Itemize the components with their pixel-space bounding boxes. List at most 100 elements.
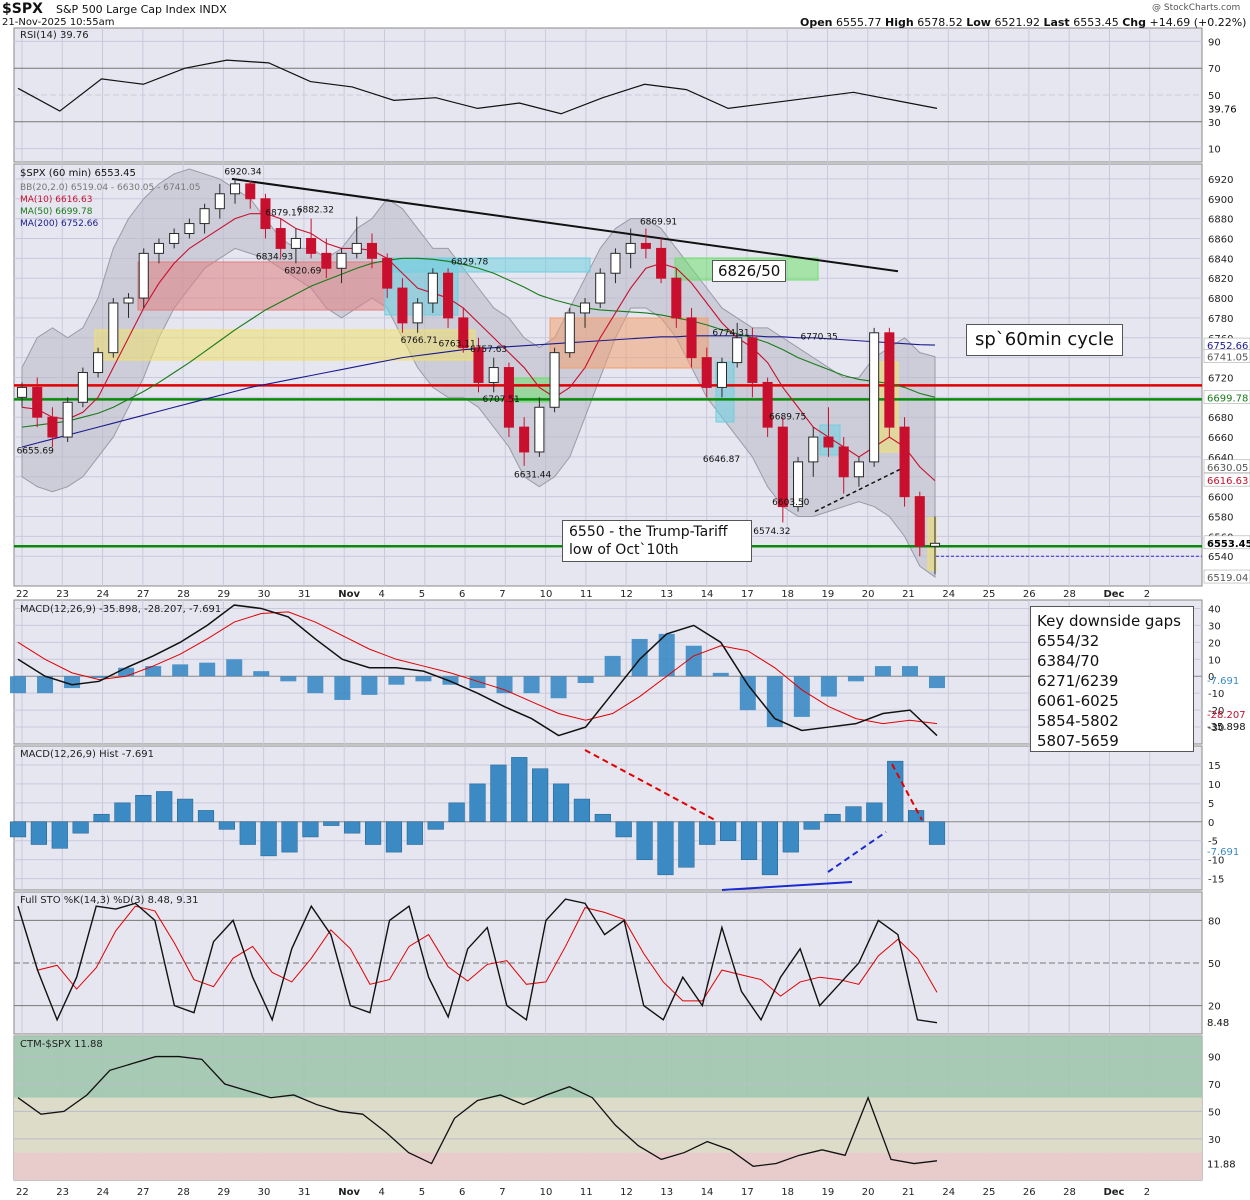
x-tick-label: 23 bbox=[56, 1187, 69, 1198]
rsi-legend: RSI(14) 39.76 bbox=[20, 30, 89, 41]
chart-datetime: 21-Nov-2025 10:55am bbox=[2, 17, 115, 28]
price-legend: MA(50) 6699.78 bbox=[20, 207, 93, 217]
gap-item: 5807-5659 bbox=[1037, 732, 1119, 750]
hist-bar bbox=[928, 821, 946, 845]
candle-body bbox=[427, 272, 438, 304]
hist-bar bbox=[740, 821, 758, 860]
price-tag-label: 6630.05 bbox=[1207, 463, 1248, 474]
x-tick-label: 2 bbox=[1144, 589, 1150, 600]
y-tick-label: 6820 bbox=[1208, 274, 1233, 285]
x-tick-label: 12 bbox=[620, 589, 633, 600]
price-tag-label: 6741.05 bbox=[1207, 353, 1248, 364]
x-tick-label: 22 bbox=[16, 589, 29, 600]
candle-body bbox=[656, 247, 667, 279]
candle-body bbox=[838, 446, 849, 478]
candle-body bbox=[884, 332, 895, 428]
y-tick-label: 6720 bbox=[1208, 373, 1233, 384]
y-tick-label: 90 bbox=[1208, 1053, 1221, 1064]
y-tick-label: 20 bbox=[1208, 638, 1221, 649]
gap-item: 6061-6025 bbox=[1037, 692, 1119, 710]
macd-line bbox=[17, 604, 938, 737]
candle-body bbox=[336, 252, 347, 269]
candle-body bbox=[443, 272, 454, 319]
candle-body bbox=[869, 332, 880, 463]
x-tick-label: 30 bbox=[258, 589, 271, 600]
candle-body bbox=[747, 337, 758, 383]
y-tick-label: 6680 bbox=[1208, 413, 1233, 424]
x-tick-label: 19 bbox=[822, 1187, 835, 1198]
x-tick-label: 12 bbox=[620, 1187, 633, 1198]
hist-bar bbox=[490, 764, 507, 823]
hist-bar bbox=[552, 783, 570, 823]
x-tick-label: 18 bbox=[781, 589, 794, 600]
price-point-label: 6766.71 bbox=[401, 336, 438, 346]
price-tag-label: 6752.66 bbox=[1207, 341, 1248, 352]
rsi-line bbox=[17, 59, 938, 115]
candle-body bbox=[366, 242, 378, 259]
y-tick-label: 6880 bbox=[1208, 215, 1233, 226]
x-tick-label: 26 bbox=[1023, 1187, 1036, 1198]
macd-hist-bar bbox=[415, 676, 432, 682]
candle-body bbox=[564, 312, 575, 354]
y-tick-label: 15 bbox=[1208, 761, 1221, 772]
hist-bar bbox=[511, 757, 528, 823]
candle-body bbox=[108, 302, 119, 354]
hist-bar bbox=[344, 821, 361, 834]
hist-bar bbox=[824, 813, 841, 823]
hist-bar bbox=[51, 821, 68, 849]
macd-value-label: -35.898 bbox=[1207, 722, 1246, 733]
price-point-label: 6879.17 bbox=[265, 208, 302, 218]
sto-d-line bbox=[17, 905, 938, 1002]
hist-bar bbox=[260, 821, 277, 857]
trend-line bbox=[231, 177, 899, 273]
candle-body bbox=[199, 208, 210, 225]
candle-body bbox=[458, 317, 469, 349]
highlight-zone bbox=[137, 261, 386, 311]
price-point-label: 6920.34 bbox=[224, 168, 261, 178]
price-point-label: 6689.75 bbox=[769, 413, 806, 423]
level-label: 6826/50 bbox=[712, 260, 787, 282]
macd-hist-bar bbox=[361, 676, 378, 695]
x-tick-label: 31 bbox=[298, 1187, 311, 1198]
hist-bar bbox=[594, 813, 611, 823]
x-tick-label: 6 bbox=[459, 1187, 465, 1198]
price-point-label: 6603.50 bbox=[772, 498, 809, 508]
x-tick-label: 11 bbox=[580, 589, 593, 600]
hist-bar bbox=[720, 821, 737, 841]
price-tag bbox=[1203, 472, 1250, 487]
gaps-title: Key downside gaps bbox=[1037, 612, 1181, 630]
gap-item: 6384/70 bbox=[1037, 652, 1100, 670]
y-tick-label: 6580 bbox=[1208, 512, 1233, 523]
candle-body bbox=[138, 252, 149, 299]
x-tick-label: 6 bbox=[459, 589, 465, 600]
candle-body bbox=[823, 436, 834, 448]
y-tick-label: 70 bbox=[1208, 1080, 1221, 1091]
y-tick-label: 50 bbox=[1208, 1107, 1221, 1118]
y-tick-label: 30 bbox=[1208, 118, 1221, 129]
y-tick-label: -10 bbox=[1208, 689, 1224, 700]
candle-body bbox=[306, 237, 317, 254]
macd-hist-bar bbox=[766, 676, 783, 728]
candle-body bbox=[412, 302, 423, 324]
macd-hist-bar bbox=[523, 676, 540, 694]
candle-body bbox=[701, 357, 712, 388]
candle-body bbox=[382, 257, 393, 289]
hist-bar bbox=[615, 821, 632, 838]
hist-bar bbox=[803, 821, 820, 830]
x-tick-label: 27 bbox=[137, 589, 150, 600]
y-tick-label: 6780 bbox=[1208, 314, 1233, 325]
y-tick-label: 30 bbox=[1208, 621, 1221, 632]
y-tick-label: 50 bbox=[1208, 959, 1221, 970]
candle-body bbox=[62, 401, 73, 438]
hist-bar bbox=[532, 768, 549, 823]
macd-hist-bar bbox=[712, 672, 729, 677]
hist-bar bbox=[385, 821, 403, 853]
candle-body bbox=[473, 347, 484, 383]
macd-hist-bar bbox=[820, 676, 837, 697]
highlight-zone bbox=[549, 317, 709, 369]
candle-body bbox=[716, 362, 727, 388]
macd-hist-bar bbox=[145, 666, 162, 677]
price-point-label: 6820.69 bbox=[284, 267, 321, 277]
price-point-label: 6646.87 bbox=[703, 455, 740, 465]
macd-hist-bar bbox=[199, 662, 216, 677]
